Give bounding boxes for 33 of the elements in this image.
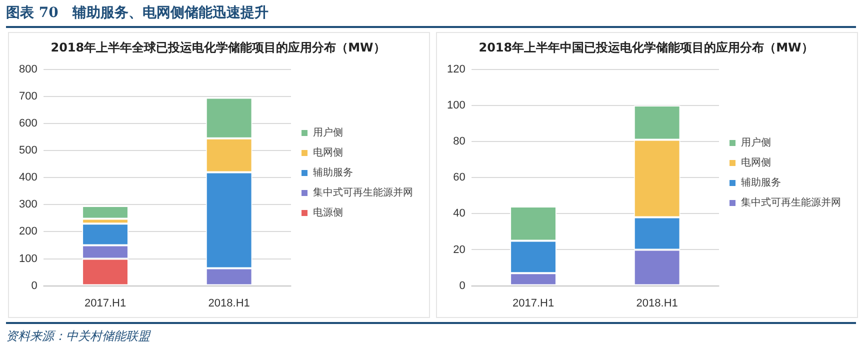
legend-label: 用户侧 [741, 136, 771, 149]
legend-label: 电源侧 [313, 206, 343, 219]
text: 资料来源：中关村储能联盟 [6, 328, 152, 345]
y-tick-label: 80 [453, 136, 466, 148]
legend-label: 电网侧 [741, 156, 771, 169]
y-tick-label: 400 [18, 172, 38, 184]
y-tick-label: 800 [18, 63, 38, 76]
legend-label: 集中式可再生能源并网 [741, 196, 841, 209]
y-tick-label: 700 [18, 90, 38, 102]
y-tick-label: 500 [18, 144, 38, 157]
y-tick-label: 300 [18, 198, 38, 211]
legend-label: 电网侧 [313, 146, 343, 159]
x-tick-label: 2018.H1 [636, 297, 678, 310]
legend-label: 辅助服务 [313, 166, 353, 179]
x-tick-label: 2017.H1 [84, 297, 126, 310]
y-tick-label: 60 [453, 172, 466, 184]
x-tick-label: 2017.H1 [512, 297, 554, 310]
text: 图表 70 辅助服务、电网侧储能迅速提升 [6, 4, 270, 23]
legend-label: 用户侧 [313, 126, 343, 139]
y-tick-label: 0 [459, 280, 466, 292]
y-tick-label: 0 [31, 280, 38, 292]
x-tick-label: 2018.H1 [208, 297, 250, 310]
y-tick-label: 600 [18, 118, 38, 130]
y-tick-label: 40 [453, 208, 466, 220]
y-tick-label: 100 [446, 100, 466, 112]
chart-title: 2018年上半年中国已投运电化学储能项目的应用分布（MW） [478, 40, 814, 54]
y-tick-label: 100 [18, 252, 38, 265]
chart-title: 2018年上半年全球已投运电化学储能项目的应用分布（MW） [50, 40, 386, 54]
y-tick-label: 120 [446, 63, 466, 76]
y-tick-label: 20 [453, 244, 466, 256]
y-tick-label: 200 [18, 226, 38, 238]
legend-label: 辅助服务 [741, 176, 781, 189]
legend-label: 集中式可再生能源并网 [313, 186, 413, 199]
